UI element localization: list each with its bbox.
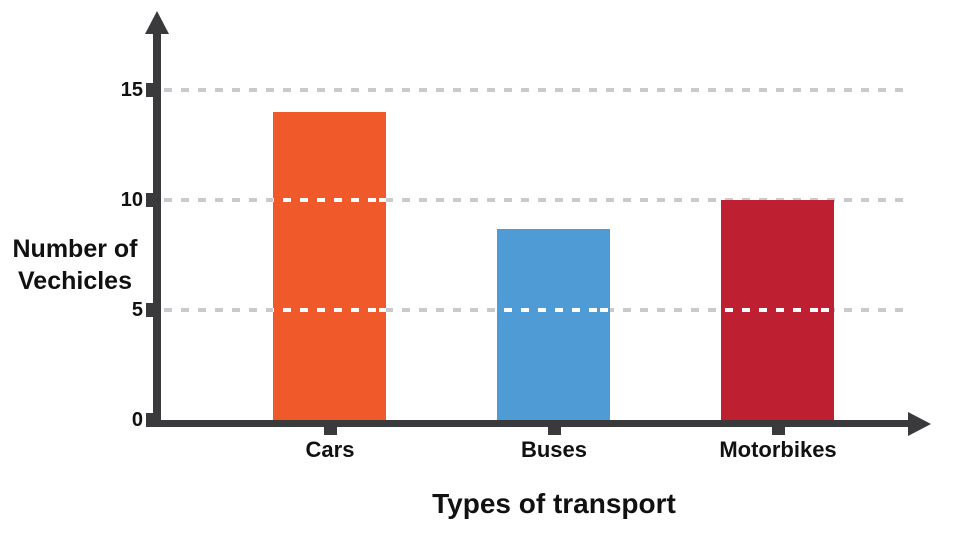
gridline-10 xyxy=(164,198,912,202)
bar-cars xyxy=(273,112,386,420)
x-tick-cars xyxy=(324,427,337,435)
gridline-5-over-motorbikes xyxy=(721,308,834,312)
y-tick-label-15: 15 xyxy=(120,79,143,101)
category-label-motorbikes: Motorbikes xyxy=(719,437,837,462)
category-label-buses: Buses xyxy=(520,437,588,462)
y-axis-line xyxy=(153,30,161,427)
x-axis-line xyxy=(153,420,910,427)
gridline-15 xyxy=(164,88,912,92)
y-tick-label-0: 0 xyxy=(131,409,143,431)
y-tick-15 xyxy=(146,83,154,97)
gridline-5-over-buses xyxy=(497,308,610,312)
gridline-10-over-cars xyxy=(273,198,386,202)
x-axis-arrow-icon xyxy=(908,412,931,436)
gridline-5-over-cars xyxy=(273,308,386,312)
bar-buses xyxy=(497,229,610,420)
y-tick-5 xyxy=(146,303,154,317)
x-tick-motorbikes xyxy=(772,427,785,435)
y-axis-arrow-icon xyxy=(145,11,169,34)
x-axis-title: Types of transport xyxy=(432,488,676,519)
y-axis-title: Number of Vechicles xyxy=(0,233,150,297)
category-label-cars: Cars xyxy=(305,437,355,462)
x-tick-buses xyxy=(548,427,561,435)
y-tick-10 xyxy=(146,193,154,207)
y-tick-0 xyxy=(146,413,154,427)
y-axis-title-line1: Number of xyxy=(12,235,138,263)
y-tick-label-10: 10 xyxy=(120,189,143,211)
y-tick-label-5: 5 xyxy=(131,299,143,321)
y-axis-title-line2: Vechicles xyxy=(18,267,132,295)
